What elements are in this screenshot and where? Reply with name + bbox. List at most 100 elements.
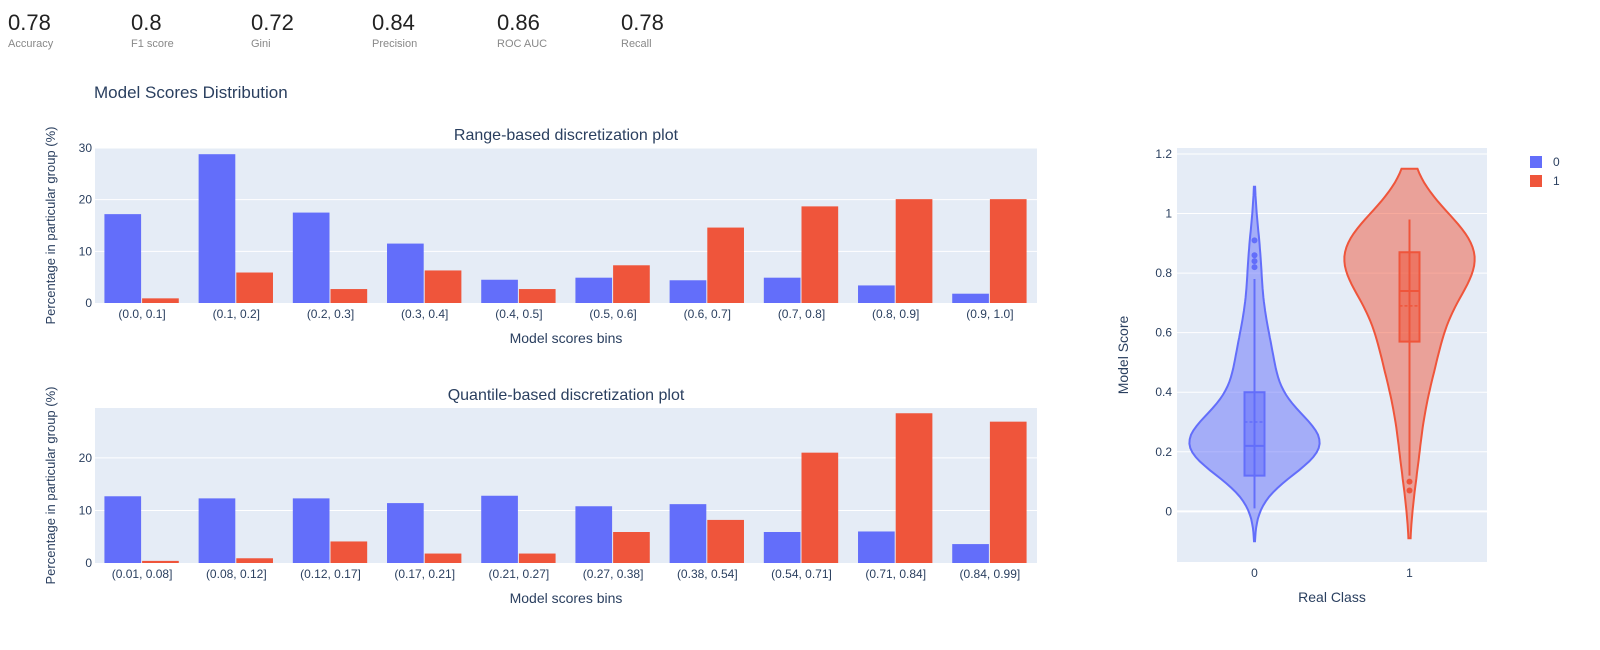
- bar-class-0: [387, 503, 424, 563]
- legend-label: 0: [1553, 155, 1560, 169]
- metric-value: 0.84: [372, 10, 415, 35]
- bar-class-0: [292, 212, 330, 303]
- bar-class-1: [895, 413, 933, 563]
- bar-class-1: [518, 289, 556, 303]
- metrics-bar: 0.78 Accuracy 0.8 F1 score 0.72 Gini 0.8…: [0, 0, 1600, 60]
- bar-class-1: [613, 265, 650, 303]
- bar-class-1: [801, 452, 839, 563]
- y-tick-label: 0: [85, 556, 92, 570]
- bar-class-1: [330, 541, 368, 563]
- x-tick-label: (0.08, 0.12]: [206, 567, 267, 581]
- box: [1398, 251, 1421, 343]
- subplot-title: Quantile-based discretization plot: [448, 387, 685, 404]
- metric-value: 0.78: [621, 10, 664, 35]
- metric-accuracy: 0.78 Accuracy: [8, 10, 53, 51]
- bar-class-1: [613, 532, 650, 563]
- y-axis-title: Percentage in particular group (%): [43, 127, 58, 325]
- y-tick-label: 20: [79, 193, 93, 207]
- x-tick-label: (0.71, 0.84]: [865, 567, 926, 581]
- bar-class-0: [952, 293, 989, 303]
- bar-class-0: [763, 532, 801, 563]
- bar-class-0: [292, 498, 330, 563]
- x-tick-label: (0.17, 0.21]: [394, 567, 455, 581]
- metric-precision: 0.84 Precision: [372, 10, 418, 51]
- metric-f1-score: 0.8 F1 score: [131, 12, 174, 51]
- x-tick-label: (0.1, 0.2]: [213, 307, 260, 321]
- bar-class-1: [707, 519, 744, 563]
- x-tick-label: (0.01, 0.08]: [112, 567, 173, 581]
- x-tick-label: (0.7, 0.8]: [778, 307, 825, 321]
- bar-class-1: [895, 199, 933, 303]
- metric-recall: 0.78 Recall: [621, 10, 664, 51]
- y-axis-title: Percentage in particular group (%): [43, 387, 58, 585]
- y-tick-label: 0: [85, 296, 92, 310]
- bar-class-0: [575, 506, 613, 563]
- bar-class-0: [481, 279, 518, 303]
- x-axis-title: Model scores bins: [510, 330, 623, 346]
- outlier-point: [1251, 264, 1258, 271]
- bar-class-1: [236, 272, 273, 303]
- x-tick-label: (0.8, 0.9]: [872, 307, 919, 321]
- x-tick-label: (0.3, 0.4]: [401, 307, 448, 321]
- y-tick-label: 10: [79, 244, 93, 258]
- bar-class-1: [989, 421, 1027, 563]
- y-tick-label: 0: [1165, 504, 1172, 518]
- metric-gini: 0.72 Gini: [251, 10, 294, 51]
- bar-class-1: [236, 558, 273, 563]
- x-tick-label: (0.12, 0.17]: [300, 567, 361, 581]
- figure-title: Model Scores Distribution: [94, 83, 288, 102]
- bar-class-0: [952, 544, 989, 563]
- outlier-point: [1251, 252, 1258, 259]
- metric-label: Precision: [372, 38, 418, 50]
- metric-value: 0.72: [251, 10, 294, 35]
- bar-class-0: [198, 154, 236, 303]
- x-tick-label: (0.9, 1.0]: [966, 307, 1013, 321]
- legend-swatch: [1530, 175, 1542, 187]
- bar-class-0: [198, 498, 236, 563]
- bar-class-0: [858, 285, 895, 303]
- legend-label: 1: [1553, 174, 1560, 188]
- x-tick-label: (0.27, 0.38]: [583, 567, 644, 581]
- bar-class-1: [330, 289, 368, 303]
- metric-label: Recall: [621, 38, 652, 50]
- x-tick-label: (0.6, 0.7]: [684, 307, 731, 321]
- outlier-point: [1406, 478, 1413, 485]
- y-tick-label: 1.2: [1155, 147, 1172, 161]
- y-tick-label: 0.6: [1155, 326, 1172, 340]
- x-tick-label: (0.2, 0.3]: [307, 307, 354, 321]
- outlier-point: [1406, 487, 1413, 494]
- bar-class-0: [481, 495, 518, 563]
- y-tick-label: 1: [1165, 207, 1172, 221]
- y-axis-title: Model Score: [1115, 315, 1131, 394]
- metric-roc-auc: 0.86 ROC AUC: [497, 10, 548, 51]
- bar-class-1: [142, 560, 179, 563]
- x-tick-label: 0: [1251, 566, 1258, 580]
- bar-class-0: [858, 531, 895, 563]
- x-tick-label: (0.38, 0.54]: [677, 567, 738, 581]
- y-tick-label: 30: [79, 141, 93, 155]
- box: [1243, 391, 1266, 477]
- outlier-point: [1251, 258, 1258, 265]
- bar-class-1: [142, 298, 179, 303]
- metric-label: Gini: [251, 38, 271, 50]
- bar-class-0: [669, 280, 707, 303]
- bar-class-1: [424, 270, 462, 303]
- metric-value: 0.86: [497, 10, 540, 35]
- x-axis-title: Real Class: [1298, 589, 1366, 605]
- bar-class-0: [575, 277, 613, 303]
- x-tick-label: (0.54, 0.71]: [771, 567, 832, 581]
- x-tick-label: (0.0, 0.1]: [118, 307, 165, 321]
- outlier-point: [1251, 237, 1258, 244]
- y-tick-label: 0.8: [1155, 266, 1172, 280]
- y-tick-label: 0.4: [1155, 385, 1172, 399]
- metric-label: ROC AUC: [497, 38, 548, 50]
- metric-label: F1 score: [131, 38, 174, 50]
- bar-class-1: [707, 227, 744, 303]
- x-tick-label: 1: [1406, 566, 1413, 580]
- bar-class-0: [104, 214, 142, 303]
- bar-class-1: [424, 553, 462, 563]
- metric-value: 0.78: [8, 10, 51, 35]
- bar-class-0: [669, 504, 707, 563]
- x-axis-title: Model scores bins: [510, 590, 623, 606]
